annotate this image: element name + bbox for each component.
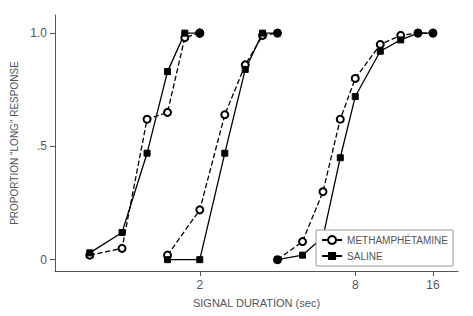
svg-text:2: 2	[196, 278, 203, 292]
svg-text:.5: .5	[37, 139, 47, 153]
svg-text:SALINE: SALINE	[347, 251, 383, 262]
svg-text:0: 0	[40, 253, 47, 267]
svg-text:8: 8	[352, 278, 359, 292]
svg-text:16: 16	[426, 278, 440, 292]
svg-text:METHAMPHÉTAMINE: METHAMPHÉTAMINE	[347, 234, 448, 246]
svg-text:PROPORTION "LONG" RESPONSE: PROPORTION "LONG" RESPONSE	[9, 61, 20, 225]
svg-text:1.0: 1.0	[30, 26, 47, 40]
svg-text:SIGNAL DURATION (sec): SIGNAL DURATION (sec)	[193, 297, 320, 309]
